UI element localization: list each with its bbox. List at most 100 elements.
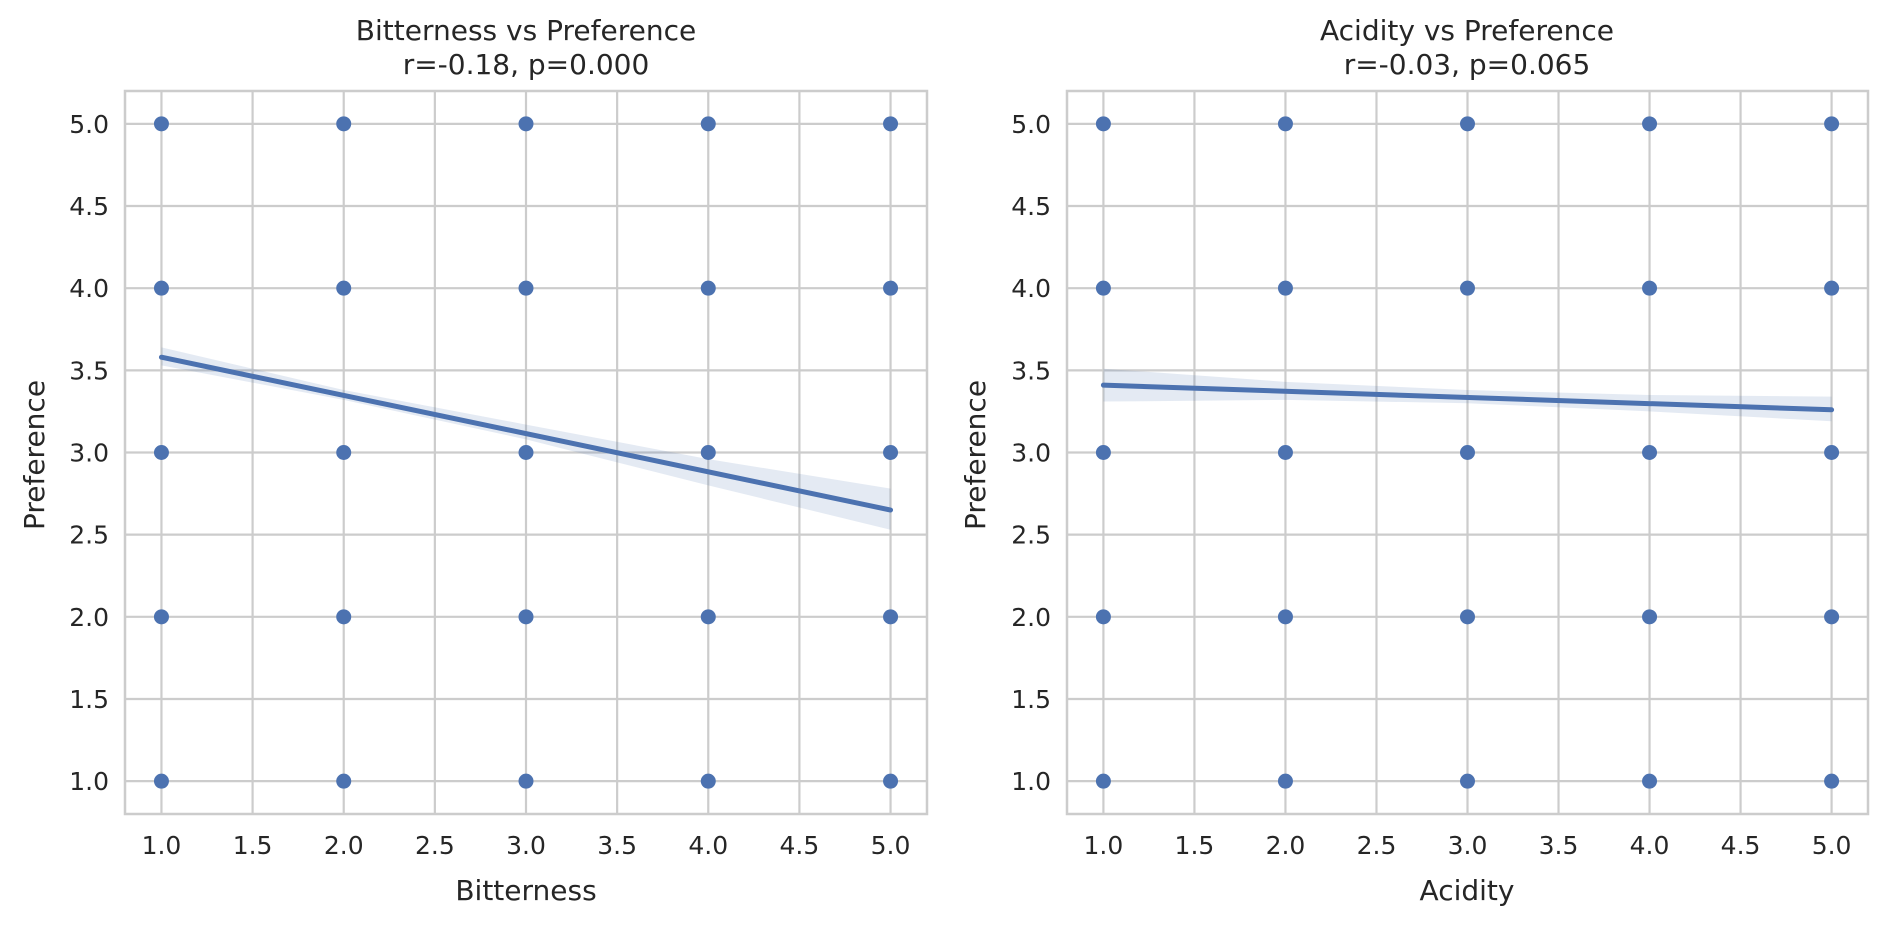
- y-tick-label: 1.0: [69, 767, 109, 796]
- data-point: [1824, 116, 1840, 132]
- data-point: [1095, 445, 1111, 460]
- data-point: [1095, 116, 1111, 132]
- data-point: [1824, 609, 1840, 625]
- data-point: [518, 609, 534, 625]
- data-point: [1277, 609, 1293, 625]
- x-tick-label: 2.0: [324, 831, 364, 860]
- y-axis-label: Preference: [18, 380, 51, 530]
- data-point: [336, 773, 352, 789]
- data-point: [518, 280, 534, 296]
- x-tick-label: 3.0: [1448, 831, 1488, 860]
- y-axis-label: Preference: [959, 380, 992, 530]
- data-point: [700, 445, 716, 460]
- x-tick-label: 1.0: [142, 831, 182, 860]
- data-point: [700, 280, 716, 296]
- y-tick-label: 3.5: [69, 356, 109, 385]
- data-point: [883, 116, 899, 132]
- x-axis-label: Bitterness: [455, 874, 596, 907]
- x-tick-label: 4.5: [780, 831, 820, 860]
- data-point: [336, 609, 352, 625]
- data-point: [153, 773, 169, 789]
- plot-area: 1.0 1.5 2.0 2.5 3.0 3.5 4.0 4.5 5.0 1.0 1.5 2.0 2.5 3…: [69, 89, 929, 860]
- data-point: [1460, 280, 1475, 296]
- data-point: [1277, 280, 1293, 296]
- data-point: [518, 116, 534, 132]
- data-point: [1642, 116, 1658, 132]
- x-tick-label: 1.0: [1084, 831, 1124, 860]
- data-point: [336, 116, 352, 132]
- y-tick-label: 2.5: [69, 521, 109, 550]
- data-point: [1642, 609, 1658, 625]
- x-tick-label: 1.5: [1175, 831, 1215, 860]
- data-point: [883, 773, 899, 789]
- y-tick-label: 1.0: [1011, 767, 1051, 796]
- data-point: [153, 609, 169, 625]
- x-tick-label: 5.0: [1812, 831, 1852, 860]
- chart-subtitle: r=-0.03, p=0.065: [1344, 48, 1591, 81]
- data-point: [336, 445, 352, 460]
- x-tick-label: 3.5: [597, 831, 637, 860]
- data-point: [153, 445, 169, 460]
- y-tick-label: 4.5: [1011, 192, 1051, 221]
- x-tick-label: 3.0: [506, 831, 546, 860]
- data-point: [1824, 773, 1840, 789]
- data-point: [1277, 116, 1293, 132]
- data-point: [153, 116, 169, 132]
- data-point: [700, 609, 716, 625]
- data-point: [518, 773, 534, 789]
- chart-title: Acidity vs Preference: [1320, 14, 1614, 47]
- x-tick-label: 3.5: [1539, 831, 1579, 860]
- x-tick-label: 5.0: [871, 831, 911, 860]
- y-tick-label: 4.0: [1011, 274, 1051, 303]
- y-tick-label: 3.0: [1011, 439, 1051, 468]
- data-point: [1460, 773, 1475, 789]
- data-point: [1277, 445, 1293, 460]
- x-tick-label: 2.5: [1357, 831, 1397, 860]
- y-tick-label: 3.0: [69, 439, 109, 468]
- data-point: [1642, 280, 1658, 296]
- chart-title: Bitterness vs Preference: [356, 14, 696, 47]
- y-tick-label: 3.5: [1011, 356, 1051, 385]
- data-point: [1460, 116, 1475, 132]
- data-point: [700, 116, 716, 132]
- plot-area: 1.0 1.5 2.0 2.5 3.0 3.5 4.0 4.5 5.0 1.0 1.5 2.0 2.5 3…: [1011, 89, 1870, 860]
- x-tick-label: 4.0: [1630, 831, 1670, 860]
- y-tick-label: 2.5: [1011, 521, 1051, 550]
- data-point: [518, 445, 534, 460]
- x-tick-label: 1.5: [233, 831, 273, 860]
- data-point: [1095, 280, 1111, 296]
- data-point: [1277, 773, 1293, 789]
- data-point: [883, 280, 899, 296]
- data-point: [1642, 445, 1658, 460]
- regression-line: [158, 354, 894, 513]
- y-tick-label: 2.0: [69, 603, 109, 632]
- chart-subtitle: r=-0.18, p=0.000: [403, 48, 650, 81]
- y-tick-label: 1.5: [1011, 685, 1051, 714]
- data-point: [336, 280, 352, 296]
- data-point: [1642, 773, 1658, 789]
- data-point: [1824, 445, 1840, 460]
- plot-frame: [123, 89, 929, 816]
- plot-frame: [1065, 89, 1870, 816]
- x-tick-label: 2.0: [1266, 831, 1306, 860]
- data-point: [1824, 280, 1840, 296]
- panel-acidity: Acidity vs Preference r=-0.03, p=0.065 A…: [959, 14, 1870, 907]
- data-point: [700, 773, 716, 789]
- data-point: [153, 280, 169, 296]
- data-point: [1460, 445, 1475, 460]
- y-tick-label: 5.0: [1011, 110, 1051, 139]
- y-tick-label: 4.0: [69, 274, 109, 303]
- data-point: [1095, 773, 1111, 789]
- y-tick-label: 1.5: [69, 685, 109, 714]
- y-tick-label: 4.5: [69, 192, 109, 221]
- panel-bitterness: Bitterness vs Preference r=-0.18, p=0.00…: [18, 14, 929, 907]
- data-point: [1095, 609, 1111, 625]
- x-axis-label: Acidity: [1420, 874, 1515, 907]
- data-point: [1460, 609, 1475, 625]
- regression-line: [1100, 382, 1835, 413]
- x-tick-label: 2.5: [415, 831, 455, 860]
- data-point: [883, 445, 899, 460]
- x-tick-label: 4.0: [688, 831, 728, 860]
- y-tick-label: 2.0: [1011, 603, 1051, 632]
